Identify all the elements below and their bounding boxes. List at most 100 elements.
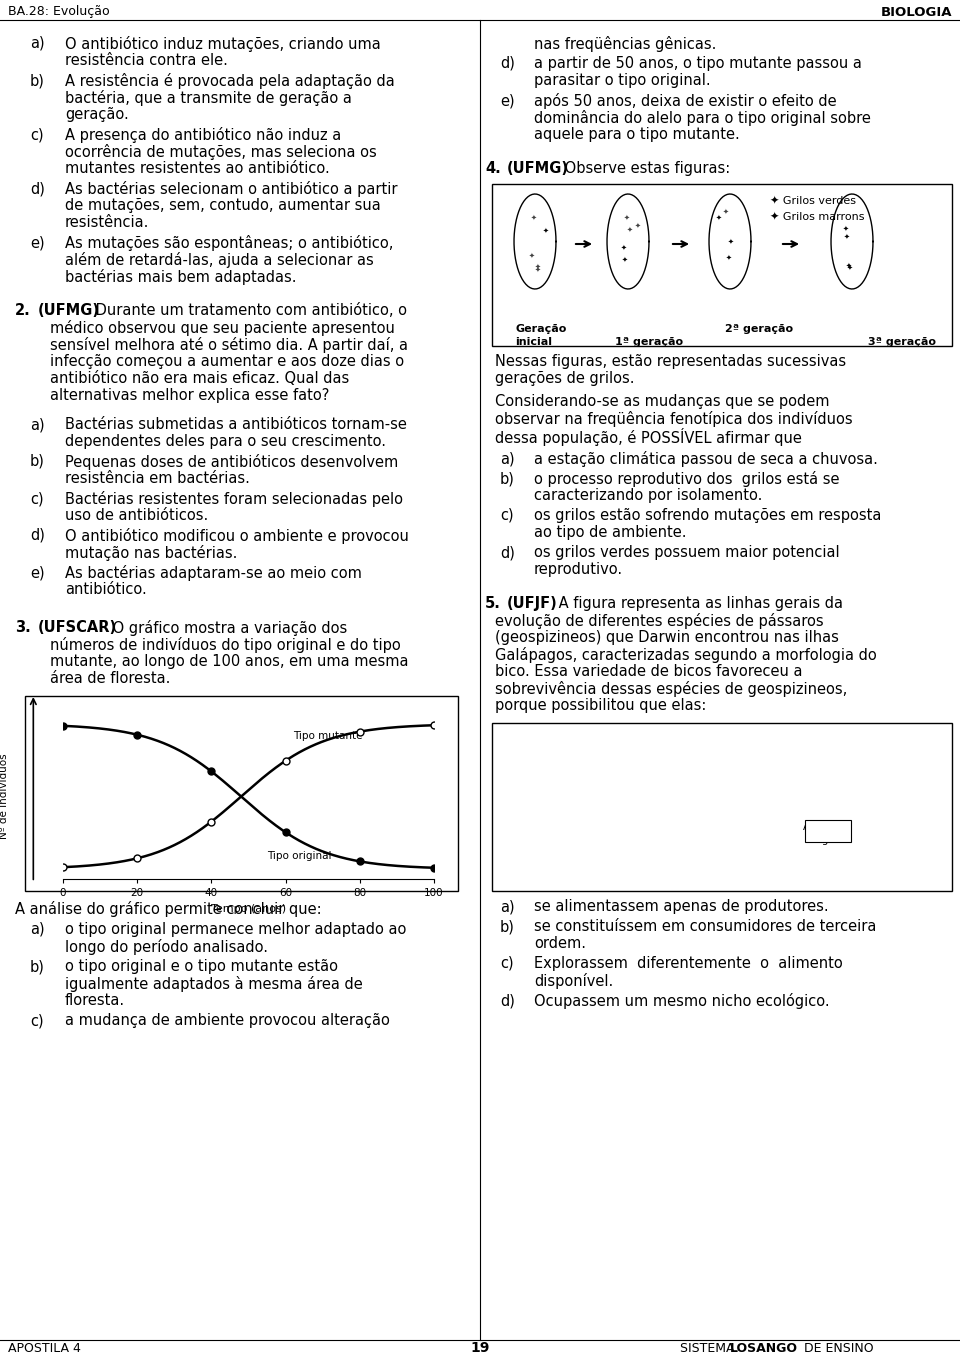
Text: ✦: ✦	[630, 218, 636, 224]
Text: SISTEMA: SISTEMA	[680, 1341, 738, 1355]
Text: disponível.: disponível.	[534, 973, 613, 989]
Text: 5.: 5.	[485, 596, 501, 611]
Text: a partir de 50 anos, o tipo mutante passou a: a partir de 50 anos, o tipo mutante pass…	[534, 56, 862, 70]
Text: resistência.: resistência.	[65, 215, 150, 230]
Text: LOSANGO: LOSANGO	[730, 1341, 798, 1355]
Text: d): d)	[30, 182, 45, 196]
Text: infecção começou a aumentar e aos doze dias o: infecção começou a aumentar e aos doze d…	[50, 354, 404, 369]
Text: geração.: geração.	[65, 107, 129, 122]
Text: O antibiótico induz mutações, criando uma: O antibiótico induz mutações, criando um…	[65, 37, 381, 51]
Text: (geospizineos) que Darwin encontrou nas ilhas: (geospizineos) que Darwin encontrou nas …	[495, 630, 839, 645]
Text: A análise do gráfico permite concluir que:: A análise do gráfico permite concluir qu…	[15, 901, 322, 917]
Bar	[805, 820, 851, 841]
Text: A figura representa as linhas gerais da: A figura representa as linhas gerais da	[554, 596, 843, 611]
Text: d): d)	[30, 528, 45, 543]
Text: original: original	[808, 835, 848, 846]
Text: (UFMG): (UFMG)	[38, 304, 100, 318]
Text: Considerando-se as mudanças que se podem: Considerando-se as mudanças que se podem	[495, 394, 829, 409]
Text: O antibiótico modificou o ambiente e provocou: O antibiótico modificou o ambiente e pro…	[65, 528, 409, 543]
Text: ✦ Grilos verdes: ✦ Grilos verdes	[770, 196, 856, 206]
Text: ao tipo de ambiente.: ao tipo de ambiente.	[534, 524, 686, 541]
Text: mutantes resistentes ao antibiótico.: mutantes resistentes ao antibiótico.	[65, 161, 329, 176]
Text: ✦: ✦	[532, 255, 539, 262]
Bar	[25, 696, 458, 892]
Text: (UFMG): (UFMG)	[507, 161, 569, 176]
Text: d): d)	[500, 993, 515, 1008]
Text: c): c)	[500, 957, 514, 972]
Text: ✦: ✦	[529, 214, 535, 221]
Text: resistência em bactérias.: resistência em bactérias.	[65, 472, 250, 486]
Text: números de indivíduos do tipo original e do tipo: números de indivíduos do tipo original e…	[50, 637, 400, 653]
Text: antibiótico não era mais eficaz. Qual das: antibiótico não era mais eficaz. Qual da…	[50, 371, 349, 386]
Text: porque possibilitou que elas:: porque possibilitou que elas:	[495, 698, 707, 713]
Text: ✦ Grilos marrons: ✦ Grilos marrons	[770, 211, 865, 222]
Text: ✦: ✦	[854, 260, 861, 266]
Text: Tipo mutante: Tipo mutante	[293, 730, 363, 741]
Text: reprodutivo.: reprodutivo.	[534, 562, 623, 577]
Text: após 50 anos, deixa de existir o efeito de: após 50 anos, deixa de existir o efeito …	[534, 93, 836, 108]
Text: a): a)	[30, 417, 44, 432]
Text: além de retardá-las, ajuda a selecionar as: além de retardá-las, ajuda a selecionar …	[65, 252, 373, 268]
Text: sobrevivência dessas espécies de geospizineos,: sobrevivência dessas espécies de geospiz…	[495, 682, 848, 696]
Text: bico. Essa variedade de bicos favoreceu a: bico. Essa variedade de bicos favoreceu …	[495, 664, 803, 679]
Text: nas freqüências gênicas.: nas freqüências gênicas.	[534, 37, 716, 51]
Text: a): a)	[30, 37, 44, 51]
Text: a): a)	[500, 451, 515, 466]
Text: As bactérias adaptaram-se ao meio com: As bactérias adaptaram-se ao meio com	[65, 565, 362, 581]
Text: Bactérias submetidas a antibióticos tornam-se: Bactérias submetidas a antibióticos torn…	[65, 417, 407, 432]
Text: ✦: ✦	[622, 257, 628, 263]
Text: de mutações, sem, contudo, aumentar sua: de mutações, sem, contudo, aumentar sua	[65, 198, 381, 213]
Text: Pequenas doses de antibióticos desenvolvem: Pequenas doses de antibióticos desenvolv…	[65, 454, 398, 470]
Text: e): e)	[30, 234, 44, 251]
Text: Explorassem  diferentemente  o  alimento: Explorassem diferentemente o alimento	[534, 957, 843, 972]
Text: mutação nas bactérias.: mutação nas bactérias.	[65, 545, 237, 561]
Text: a): a)	[30, 921, 44, 938]
Text: A presença do antibiótico não induz a: A presença do antibiótico não induz a	[65, 127, 341, 144]
Text: c): c)	[30, 1014, 43, 1028]
Text: aquele para o tipo mutante.: aquele para o tipo mutante.	[534, 127, 740, 142]
Text: d): d)	[500, 56, 515, 70]
Text: (UFSCAR): (UFSCAR)	[38, 621, 117, 635]
Bar	[492, 184, 952, 346]
Text: 3.: 3.	[15, 621, 31, 635]
Text: antibiótico.: antibiótico.	[65, 583, 147, 598]
Text: 3ª geração: 3ª geração	[868, 337, 936, 347]
Text: resistência contra ele.: resistência contra ele.	[65, 53, 228, 68]
Text: c): c)	[500, 508, 514, 523]
Text: 4.: 4.	[485, 161, 501, 176]
Text: longo do período analisado.: longo do período analisado.	[65, 939, 268, 955]
Text: ✦: ✦	[537, 267, 542, 272]
Text: o processo reprodutivo dos  grilos está se: o processo reprodutivo dos grilos está s…	[534, 472, 839, 486]
Text: Bactérias resistentes foram selecionadas pelo: Bactérias resistentes foram selecionadas…	[65, 491, 403, 507]
Bar	[492, 724, 952, 892]
Text: médico observou que seu paciente apresentou: médico observou que seu paciente apresen…	[50, 320, 395, 336]
Text: bactérias mais bem adaptadas.: bactérias mais bem adaptadas.	[65, 270, 297, 285]
Text: ocorrência de mutações, mas seleciona os: ocorrência de mutações, mas seleciona os	[65, 144, 376, 160]
Text: os grilos estão sofrendo mutações em resposta: os grilos estão sofrendo mutações em res…	[534, 508, 881, 523]
Text: ✦: ✦	[854, 218, 860, 225]
Text: se alimentassem apenas de produtores.: se alimentassem apenas de produtores.	[534, 898, 828, 915]
Text: ✦: ✦	[630, 221, 636, 228]
Text: ✦: ✦	[529, 238, 535, 244]
Text: dessa população, é POSSÍVEL afirmar que: dessa população, é POSSÍVEL afirmar que	[495, 428, 802, 446]
Text: mutante, ao longo de 100 anos, em uma mesma: mutante, ao longo de 100 anos, em uma me…	[50, 654, 409, 669]
Text: d): d)	[500, 545, 515, 560]
Text: DE ENSINO: DE ENSINO	[800, 1341, 874, 1355]
Text: ✦: ✦	[716, 260, 722, 266]
Text: observar na freqüência fenotípica dos indivíduos: observar na freqüência fenotípica dos in…	[495, 411, 852, 427]
Text: Durante um tratamento com antibiótico, o: Durante um tratamento com antibiótico, o	[91, 304, 407, 318]
Text: ✦: ✦	[855, 237, 861, 243]
Text: As bactérias selecionam o antibiótico a partir: As bactérias selecionam o antibiótico a …	[65, 182, 397, 196]
Text: b): b)	[500, 919, 515, 934]
Text: e): e)	[500, 93, 515, 108]
Text: A resistência é provocada pela adaptação da: A resistência é provocada pela adaptação…	[65, 73, 395, 89]
Text: a estação climática passou de seca a chuvosa.: a estação climática passou de seca a chu…	[534, 451, 877, 467]
Text: ✦: ✦	[630, 266, 636, 271]
Text: 19: 19	[470, 1341, 490, 1355]
Text: APOSTILA 4: APOSTILA 4	[8, 1341, 81, 1355]
Text: igualmente adaptados à mesma área de: igualmente adaptados à mesma área de	[65, 976, 363, 992]
Text: Ocupassem um mesmo nicho ecológico.: Ocupassem um mesmo nicho ecológico.	[534, 993, 829, 1009]
Text: 1ª geração: 1ª geração	[615, 337, 684, 347]
Text: inicial: inicial	[515, 337, 552, 347]
Text: uso de antibióticos.: uso de antibióticos.	[65, 508, 208, 523]
